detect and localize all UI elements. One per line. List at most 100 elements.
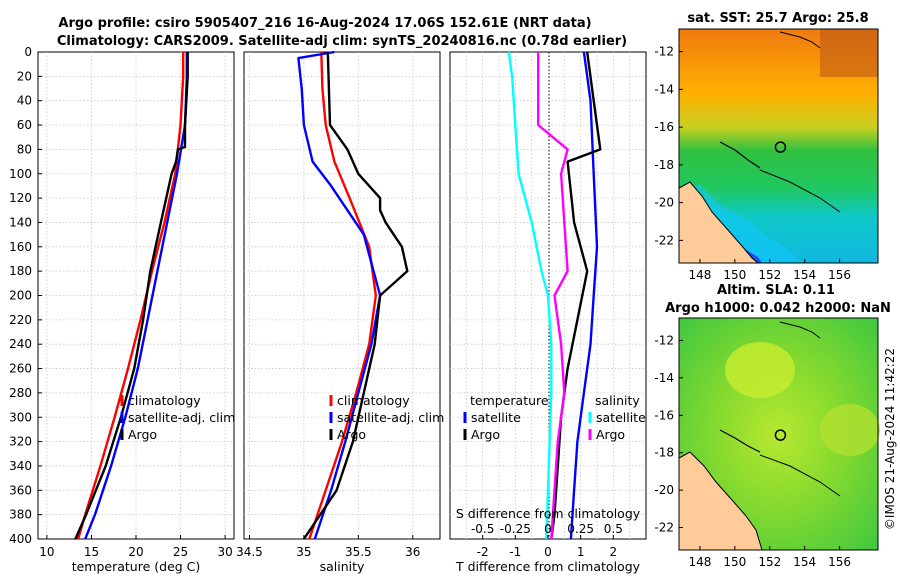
s-difference-label: S difference from climatology (456, 506, 641, 521)
map-y-tick-label: -22 (654, 521, 674, 535)
s-tick-label: -0.5 (471, 522, 494, 536)
map-x-tick-label: 148 (688, 268, 711, 282)
temperature-xlabel: temperature (deg C) (72, 559, 201, 574)
legend-label: Argo (596, 427, 625, 442)
map-y-tick-label: -20 (654, 196, 674, 210)
map-x-tick-label: 156 (828, 268, 851, 282)
series-line-s-satellite (507, 51, 553, 540)
map-y-tick-label: -16 (654, 408, 674, 422)
x-tick-label: 30 (217, 545, 232, 559)
map-y-tick-label: -12 (654, 45, 674, 59)
sst-warm-patch (820, 29, 878, 77)
map-y-tick-label: -18 (654, 158, 674, 172)
series-line-t-satellite (569, 51, 599, 540)
legend-label: satellite-adj. clim (337, 410, 444, 425)
y-tick-label: 100 (9, 167, 32, 181)
map-y-tick-label: -16 (654, 120, 674, 134)
sla-map-panel: Altim. SLA: 0.11 Argo h1000: 0.042 h2000… (654, 283, 890, 569)
legend-label: climatology (128, 393, 201, 408)
x-tick-label: 34.5 (236, 545, 263, 559)
x-tick-label: 35 (296, 545, 311, 559)
series-line-argo (302, 51, 409, 540)
temperature-panel: 0 20 40 60 80 100 120 140 160 180 200 220 240 260 280 3… (9, 45, 235, 574)
sla-reef-outline (779, 321, 821, 339)
x-tick-label: 0 (544, 545, 552, 559)
sst-islands (719, 141, 761, 169)
y-tick-label: 160 (9, 240, 32, 254)
y-tick-label: 20 (17, 69, 32, 83)
legend-label: satellite (471, 410, 521, 425)
series-line-satellite-adj-clim (297, 50, 382, 540)
title-line1: Argo profile: csiro 5905407_216 16-Aug-2… (58, 16, 591, 31)
y-tick-label: 220 (9, 313, 32, 327)
title-line2: Climatology: CARS2009. Satellite-adj cli… (57, 34, 627, 49)
difference-legend: temperature salinity satellite Argo satellit… (463, 393, 646, 442)
salinity-xlabel: salinity (320, 559, 365, 574)
map-y-tick-label: -14 (654, 371, 674, 385)
watermark: ©IMOS 21-Aug-2024 11:42:22 (883, 348, 897, 530)
y-tick-label: 280 (9, 386, 32, 400)
map-x-tick-label: 152 (758, 268, 781, 282)
map-y-tick-label: -12 (654, 333, 674, 347)
series-line-argo (74, 52, 189, 540)
salinity-panel: 34.5 35 35.5 36 salinity climatology satelli… (236, 50, 444, 574)
map-x-tick-label: 154 (793, 555, 816, 569)
y-tick-label: 380 (9, 508, 32, 522)
series-line-t-argo (550, 51, 602, 540)
x-tick-label: 35.5 (345, 545, 372, 559)
x-tick-label: 36 (405, 545, 420, 559)
s-tick-label: 0 (544, 522, 552, 536)
map-y-tick-label: -14 (654, 82, 674, 96)
t-difference-label: T difference from climatology (455, 559, 641, 574)
sst-map-panel: sat. SST: 25.7 Argo: 25.8 148 150 152 154 15… (654, 11, 879, 282)
y-tick-label: 60 (17, 118, 32, 132)
legend-title-salinity: salinity (595, 393, 640, 408)
sla-high-patch (725, 342, 795, 398)
sst-argo-marker (774, 141, 787, 153)
sla-map-title1: Altim. SLA: 0.11 (717, 283, 835, 298)
map-x-tick-label: 148 (688, 555, 711, 569)
map-y-tick-label: -18 (654, 446, 674, 460)
sla-high-patch-2 (820, 404, 880, 456)
legend-label: Argo (337, 427, 366, 442)
sst-map-title: sat. SST: 25.7 Argo: 25.8 (687, 11, 868, 26)
map-x-tick-label: 150 (723, 268, 746, 282)
s-tick-label: -0.25 (500, 522, 531, 536)
map-y-tick-label: -22 (654, 233, 674, 247)
sla-islands (719, 429, 761, 453)
map-y-tick-label: -20 (654, 483, 674, 497)
map-x-tick-label: 150 (723, 555, 746, 569)
legend-label: Argo (471, 427, 500, 442)
series-line-s-argo (537, 52, 569, 540)
y-tick-label: 260 (9, 362, 32, 376)
y-tick-label: 200 (9, 289, 32, 303)
difference-panel: -2 -1 0 1 2 -0.5 -0.25 0 0.25 0.5 S difference f… (449, 51, 647, 574)
y-tick-label: 360 (9, 483, 32, 497)
legend-label: Argo (128, 427, 157, 442)
x-tick-label: 20 (128, 545, 143, 559)
legend-label: satellite (596, 410, 646, 425)
y-tick-label: 40 (17, 94, 32, 108)
sst-map-frame (678, 28, 879, 264)
x-tick-label: 25 (173, 545, 188, 559)
x-tick-label: 1 (577, 545, 585, 559)
y-tick-label: 0 (24, 45, 32, 59)
legend-label: climatology (337, 393, 410, 408)
sst-reef-outline (779, 31, 821, 49)
legend-label: satellite-adj. clim (128, 410, 235, 425)
y-tick-label: 300 (9, 410, 32, 424)
temperature-legend: climatology satellite-adj. clim Argo (120, 393, 235, 442)
y-tick-label: 120 (9, 191, 32, 205)
x-tick-label: -2 (477, 545, 489, 559)
salinity-legend: climatology satellite-adj. clim Argo (329, 393, 444, 442)
x-tick-label: 2 (610, 545, 618, 559)
y-tick-label: 80 (17, 142, 32, 156)
x-tick-label: 15 (84, 545, 99, 559)
legend-title-temperature: temperature (470, 393, 549, 408)
s-tick-label: 0.25 (567, 522, 594, 536)
sla-argo-marker (774, 429, 787, 441)
map-x-tick-label: 152 (758, 555, 781, 569)
s-tick-label: 0.5 (604, 522, 623, 536)
y-tick-label: 320 (9, 435, 32, 449)
